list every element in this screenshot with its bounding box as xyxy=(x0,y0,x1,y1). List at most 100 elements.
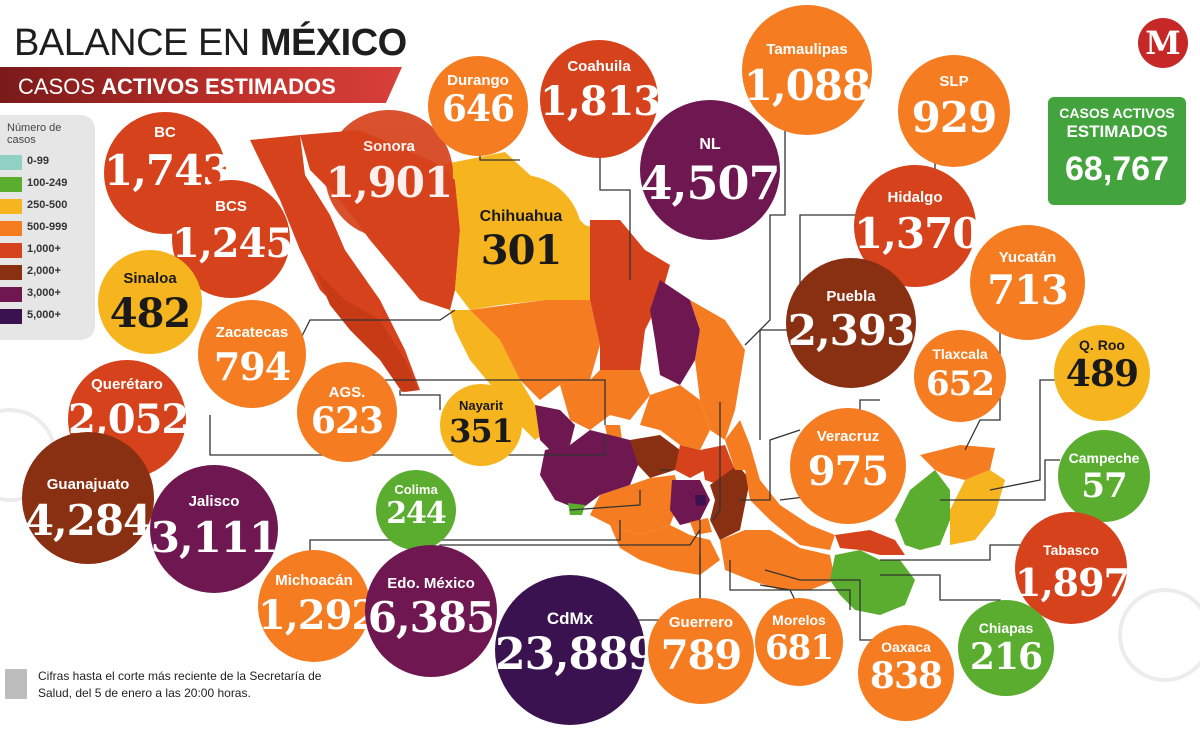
state-bubble-q-roo: Q. Roo 489 xyxy=(1054,325,1150,421)
state-name: Sonora xyxy=(363,138,415,155)
legend-item: 2,000+ xyxy=(0,263,95,281)
footnote-marker xyxy=(5,669,27,699)
state-bubble-yucatan: Yucatán 713 xyxy=(970,225,1085,340)
legend-swatch xyxy=(0,177,22,192)
state-value: 646 xyxy=(441,88,515,130)
state-name: NL xyxy=(699,136,721,153)
state-bubble-slp: SLP 929 xyxy=(898,55,1010,167)
state-name: Veracruz xyxy=(816,428,880,445)
state-bubble-cdmx: CdMx 23,889 xyxy=(495,575,658,725)
state-name: Tlaxcala xyxy=(932,346,988,362)
state-name: Puebla xyxy=(826,288,876,305)
state-name: Tamaulipas xyxy=(766,41,848,58)
state-bubble-edo-mexico: Edo. México 6,385 xyxy=(365,545,497,677)
state-bubble-guerrero: Guerrero 789 xyxy=(648,598,754,704)
state-bubble-nayarit: Nayarit 351 xyxy=(440,384,522,466)
state-name: Jalisco xyxy=(188,493,240,510)
state-name: Coahuila xyxy=(567,58,631,75)
legend-item: 0-99 xyxy=(0,153,95,171)
state-name: Edo. México xyxy=(387,575,475,592)
state-bubble-veracruz: Veracruz 975 xyxy=(790,408,906,524)
state-value: 1,292 xyxy=(258,592,379,639)
subtitle-bar xyxy=(0,67,402,103)
state-value: 975 xyxy=(807,448,890,495)
state-bubble-morelos: Morelos 681 xyxy=(755,598,843,686)
state-value: 838 xyxy=(869,655,943,697)
legend-label: 100-249 xyxy=(27,177,68,189)
state-name: Colima xyxy=(394,482,438,497)
page-subtitle: CASOS ACTIVOS ESTIMADOS xyxy=(18,74,336,99)
state-bubble-nl: NL 4,507 xyxy=(640,100,781,240)
legend-item: 1,000+ xyxy=(0,241,95,259)
state-name: Nayarit xyxy=(458,398,504,413)
state-name: Chihuahua xyxy=(479,208,563,225)
state-bubble-sinaloa: Sinaloa 482 xyxy=(98,250,202,354)
legend-swatch xyxy=(0,265,22,280)
state-value: 301 xyxy=(480,227,563,274)
state-value: 623 xyxy=(310,400,384,442)
state-name: Q. Roo xyxy=(1079,337,1125,353)
legend-label: 0-99 xyxy=(27,155,50,167)
state-name: SLP xyxy=(939,73,969,90)
state-name: BC xyxy=(154,124,176,141)
state-bubble-guanajuato: Guanajuato 4,284 xyxy=(22,432,154,564)
legend-label: 500-999 xyxy=(27,221,68,233)
state-value: 1,897 xyxy=(1015,560,1130,605)
state-bubble-zacatecas: Zacatecas 794 xyxy=(198,300,306,408)
legend: Número de casos 0-99 100-249 250-500 500… xyxy=(0,115,95,340)
state-value: 789 xyxy=(660,632,743,679)
state-value: 351 xyxy=(449,412,514,450)
state-value: 1,813 xyxy=(540,78,661,125)
state-value: 681 xyxy=(765,628,834,668)
state-value: 489 xyxy=(1065,353,1139,395)
state-name: Morelos xyxy=(772,612,826,628)
state-name: CdMx xyxy=(546,609,594,628)
state-name: Oaxaca xyxy=(881,639,931,655)
legend-title: Número de casos xyxy=(7,122,62,146)
state-value: 3,111 xyxy=(150,513,279,562)
total-active-cases: CASOS ACTIVOS ESTIMADOS 68,767 xyxy=(1048,97,1186,205)
state-name: Guanajuato xyxy=(46,476,130,493)
state-value: 713 xyxy=(987,267,1069,314)
state-value: 244 xyxy=(386,496,447,531)
state-name: Chiapas xyxy=(978,620,1034,636)
state-value: 216 xyxy=(969,636,1043,678)
legend-swatch xyxy=(0,243,22,258)
state-name: BCS xyxy=(215,198,247,215)
legend-label: 3,000+ xyxy=(27,287,61,299)
total-label-line2: ESTIMADOS xyxy=(1066,122,1168,141)
state-bubble-coahuila: Coahuila 1,813 xyxy=(540,40,661,158)
legend-item: 500-999 xyxy=(0,219,95,237)
state-name: Hidalgo xyxy=(887,189,943,206)
state-value: 57 xyxy=(1081,466,1127,506)
state-name: Campeche xyxy=(1068,450,1140,466)
state-name: AGS. xyxy=(328,384,366,401)
state-bubble-bcs: BCS 1,245 xyxy=(172,180,293,298)
state-bubble-tlaxcala: Tlaxcala 652 xyxy=(914,330,1006,422)
state-value: 23,889 xyxy=(495,629,658,680)
legend-swatch xyxy=(0,221,22,236)
state-name: Yucatán xyxy=(998,249,1057,266)
state-value: 794 xyxy=(213,344,291,389)
state-name: Zacatecas xyxy=(215,324,289,341)
state-name: Durango xyxy=(447,72,509,89)
state-value: 1,370 xyxy=(854,209,982,258)
state-value: 1,901 xyxy=(325,158,454,207)
state-bubble-chiapas: Chiapas 216 xyxy=(958,600,1054,696)
state-value: 652 xyxy=(926,364,995,404)
state-bubble-colima: Colima 244 xyxy=(376,470,456,550)
state-value: 6,385 xyxy=(367,593,496,642)
state-name: Tabasco xyxy=(1043,542,1099,558)
state-bubble-sonora: Sonora 1,901 xyxy=(325,110,453,238)
state-name: Sinaloa xyxy=(123,270,177,287)
legend-swatch xyxy=(0,199,22,214)
total-value: 68,767 xyxy=(1065,150,1169,188)
legend-label: 1,000+ xyxy=(27,243,61,255)
state-name: Michoacán xyxy=(275,572,353,589)
state-bubble-campeche: Campeche 57 xyxy=(1058,430,1150,522)
state-bubble-oaxaca: Oaxaca 838 xyxy=(858,625,954,721)
state-name: Querétaro xyxy=(91,376,163,393)
state-bubble-puebla: Puebla 2,393 xyxy=(786,258,916,388)
legend-label: 2,000+ xyxy=(27,265,61,277)
state-bubble-jalisco: Jalisco 3,111 xyxy=(150,465,278,593)
